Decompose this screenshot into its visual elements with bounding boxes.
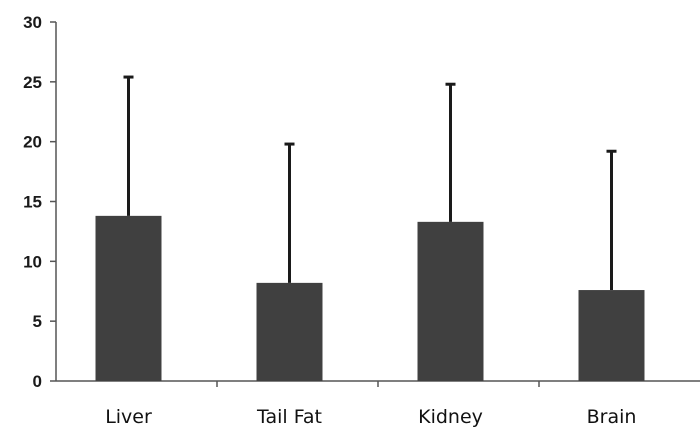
y-tick-label: 15	[23, 193, 42, 212]
bars	[95, 75, 645, 381]
x-tick-label: Tail Fat	[256, 406, 322, 427]
bar	[578, 290, 645, 381]
y-tick-label: 30	[23, 13, 42, 32]
bar	[95, 215, 162, 381]
bar	[417, 221, 484, 381]
y-axis-ticks: 0 5 10 15 20 25 30	[23, 13, 56, 391]
y-tick-label: 0	[33, 372, 42, 391]
y-tick-label: 25	[23, 73, 42, 92]
y-tick-label: 10	[23, 252, 42, 271]
y-tick-label: 5	[33, 312, 42, 331]
x-axis-labels: Liver Tail Fat Kidney Brain	[105, 381, 636, 427]
x-tick-label: Liver	[105, 406, 152, 427]
x-tick-label: Brain	[587, 406, 637, 427]
y-tick-label: 20	[23, 133, 42, 152]
x-tick-label: Kidney	[418, 406, 483, 427]
bar	[256, 282, 323, 381]
